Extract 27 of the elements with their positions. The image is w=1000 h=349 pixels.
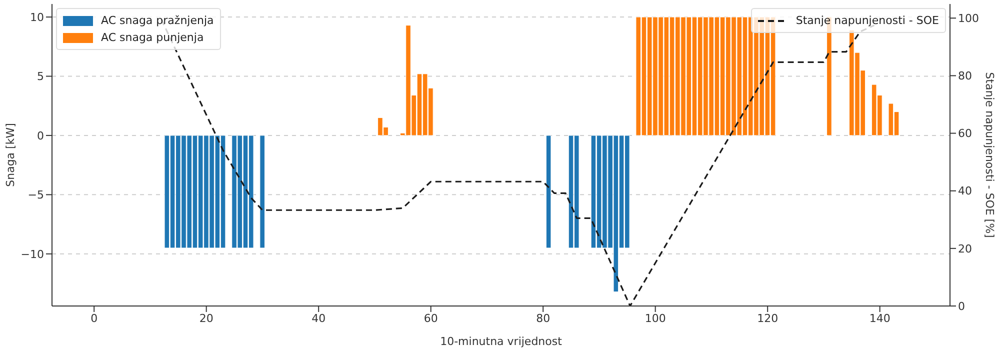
y-tick-label: 10	[30, 10, 44, 24]
y2-axis-title: Stanje napunjenosti - SOE [%]	[983, 72, 996, 238]
bar	[546, 135, 552, 248]
y2-tick-label: 20	[958, 242, 972, 256]
legend-label: Stanje napunjenosti - SOE	[796, 14, 939, 27]
y2-tick-label: 0	[958, 300, 965, 313]
legend-label: AC snaga punjenja	[101, 31, 204, 44]
x-tick-label: 120	[757, 312, 778, 325]
legend-label: AC snaga pražnjenja	[101, 14, 214, 27]
x-tick-label: 140	[869, 312, 890, 325]
y-tick-label: 0	[37, 129, 44, 142]
y-tick-label: −5	[28, 188, 44, 202]
y2-tick-label: 60	[958, 127, 972, 140]
y2-tick-label: 40	[958, 184, 972, 198]
y-axis-title: Snaga [kW]	[4, 123, 17, 187]
y-tick-label: −10	[20, 248, 44, 261]
bar	[260, 135, 265, 248]
x-axis-title: 10-minutna vrijednost	[440, 335, 563, 348]
x-tick-label: 80	[536, 312, 550, 325]
y-tick-label: 5	[37, 70, 44, 84]
y2-tick-label: 100	[958, 12, 979, 26]
y2-tick-label: 80	[958, 70, 972, 83]
x-tick-label: 0	[90, 312, 98, 325]
x-tick-label: 40	[312, 312, 326, 325]
x-tick-label: 100	[644, 312, 666, 325]
x-tick-label: 20	[199, 312, 214, 325]
x-tick-label: 60	[424, 312, 438, 325]
